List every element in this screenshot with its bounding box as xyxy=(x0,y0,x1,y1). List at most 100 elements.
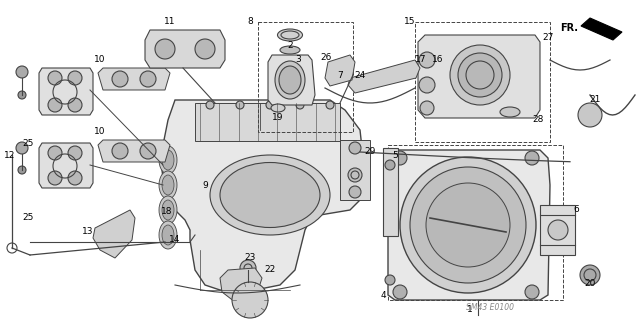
Bar xyxy=(258,22,353,132)
Polygon shape xyxy=(388,150,550,300)
Text: 21: 21 xyxy=(589,95,601,105)
Text: 17: 17 xyxy=(415,56,427,64)
Text: SM43 E0100: SM43 E0100 xyxy=(466,303,514,313)
Bar xyxy=(383,148,398,236)
Ellipse shape xyxy=(280,46,300,54)
Circle shape xyxy=(349,142,361,154)
Ellipse shape xyxy=(162,200,174,220)
Text: 1: 1 xyxy=(467,306,473,315)
Bar xyxy=(540,205,575,255)
Text: 27: 27 xyxy=(542,33,554,42)
Circle shape xyxy=(48,98,62,112)
Polygon shape xyxy=(98,68,170,90)
Text: 7: 7 xyxy=(337,70,343,79)
Circle shape xyxy=(349,186,361,198)
Circle shape xyxy=(68,146,82,160)
Ellipse shape xyxy=(500,107,520,117)
Text: 24: 24 xyxy=(355,70,365,79)
Ellipse shape xyxy=(278,29,303,41)
Circle shape xyxy=(458,53,502,97)
Bar xyxy=(195,103,340,141)
Ellipse shape xyxy=(159,171,177,199)
Circle shape xyxy=(525,285,539,299)
Circle shape xyxy=(348,168,362,182)
Circle shape xyxy=(385,275,395,285)
Ellipse shape xyxy=(220,162,320,227)
Circle shape xyxy=(206,101,214,109)
Circle shape xyxy=(419,77,435,93)
Circle shape xyxy=(548,220,568,240)
Circle shape xyxy=(296,101,304,109)
Text: 10: 10 xyxy=(94,128,106,137)
Polygon shape xyxy=(93,210,135,258)
Text: 20: 20 xyxy=(584,278,596,287)
Circle shape xyxy=(68,98,82,112)
Circle shape xyxy=(48,71,62,85)
Circle shape xyxy=(410,167,526,283)
Text: 5: 5 xyxy=(392,151,398,160)
Ellipse shape xyxy=(159,196,177,224)
Circle shape xyxy=(155,39,175,59)
Text: 4: 4 xyxy=(380,291,386,300)
Text: 3: 3 xyxy=(295,56,301,64)
Text: 15: 15 xyxy=(404,18,416,26)
Text: 22: 22 xyxy=(264,265,276,275)
Text: 14: 14 xyxy=(170,235,180,244)
Polygon shape xyxy=(581,18,622,40)
Circle shape xyxy=(578,103,602,127)
Circle shape xyxy=(236,101,244,109)
Circle shape xyxy=(195,39,215,59)
Polygon shape xyxy=(348,60,420,93)
Circle shape xyxy=(232,282,268,318)
Text: 29: 29 xyxy=(364,147,376,157)
Polygon shape xyxy=(98,140,170,162)
Circle shape xyxy=(393,285,407,299)
Circle shape xyxy=(68,71,82,85)
Circle shape xyxy=(420,101,434,115)
Text: 10: 10 xyxy=(94,56,106,64)
Text: 18: 18 xyxy=(161,207,173,217)
Text: FR.: FR. xyxy=(560,23,578,33)
Ellipse shape xyxy=(275,61,305,99)
Circle shape xyxy=(525,151,539,165)
Circle shape xyxy=(393,151,407,165)
Ellipse shape xyxy=(271,104,285,112)
Circle shape xyxy=(18,91,26,99)
Text: 23: 23 xyxy=(244,254,256,263)
Bar xyxy=(415,22,550,142)
Circle shape xyxy=(400,157,536,293)
Text: 19: 19 xyxy=(272,114,284,122)
Ellipse shape xyxy=(279,66,301,94)
Text: 8: 8 xyxy=(247,18,253,26)
Circle shape xyxy=(419,52,435,68)
Polygon shape xyxy=(162,100,365,290)
Ellipse shape xyxy=(162,175,174,195)
Ellipse shape xyxy=(159,221,177,249)
Circle shape xyxy=(240,260,256,276)
Ellipse shape xyxy=(210,155,330,235)
Text: 28: 28 xyxy=(532,115,544,124)
Polygon shape xyxy=(145,30,225,68)
Circle shape xyxy=(16,142,28,154)
Text: 25: 25 xyxy=(22,213,34,222)
Ellipse shape xyxy=(162,150,174,170)
Text: 6: 6 xyxy=(573,205,579,214)
Polygon shape xyxy=(220,268,262,302)
Bar xyxy=(340,140,370,200)
Circle shape xyxy=(140,71,156,87)
Circle shape xyxy=(580,265,600,285)
Text: 9: 9 xyxy=(202,181,208,189)
Text: 11: 11 xyxy=(164,18,176,26)
Polygon shape xyxy=(418,35,540,118)
Circle shape xyxy=(140,143,156,159)
Text: 16: 16 xyxy=(432,56,444,64)
Text: 26: 26 xyxy=(320,54,332,63)
Text: 25: 25 xyxy=(22,138,34,147)
Polygon shape xyxy=(39,68,93,115)
Circle shape xyxy=(16,66,28,78)
Text: 2: 2 xyxy=(287,41,293,49)
Circle shape xyxy=(385,160,395,170)
Circle shape xyxy=(450,45,510,105)
Ellipse shape xyxy=(159,146,177,174)
Circle shape xyxy=(112,143,128,159)
